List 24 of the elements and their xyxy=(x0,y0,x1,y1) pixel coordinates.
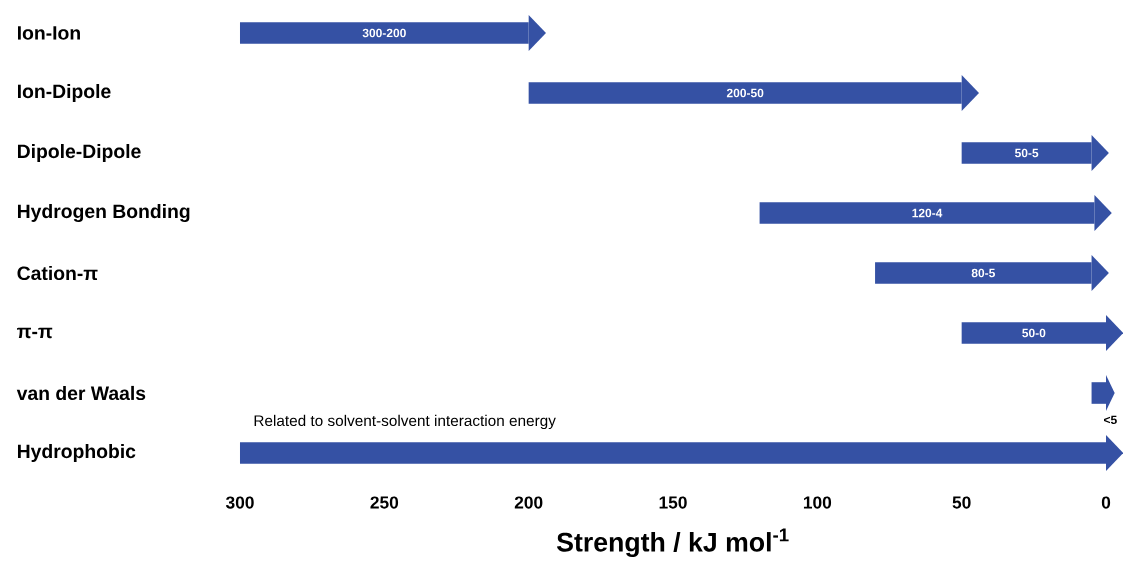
y-tick-label: Hydrophobic xyxy=(18,444,136,463)
x-tick-label: 100 xyxy=(803,496,832,509)
x-tick-label: 50 xyxy=(952,496,971,509)
y-tick-label: Ion-Dipole xyxy=(18,84,111,103)
y-tick-label: Hydrogen Bonding xyxy=(18,203,190,223)
data-label: 50-0 xyxy=(1022,328,1046,338)
y-tick-label: Dipole-Dipole xyxy=(18,144,141,163)
x-tick-label: 250 xyxy=(370,496,399,509)
y-tick-label: π-π xyxy=(17,327,53,339)
data-label: 120-4 xyxy=(912,208,943,218)
data-label: 200-50 xyxy=(726,88,764,98)
data-label: 300-200 xyxy=(362,28,406,38)
y-tick-label: van der Waals xyxy=(16,385,146,401)
x-tick-label: 300 xyxy=(225,496,254,509)
annotation: Related to solvent-solvent interaction energy xyxy=(254,414,556,430)
y-tick-label: Cation-π xyxy=(17,265,98,281)
y-tick-label: Ion-Ion xyxy=(18,26,80,40)
data-label: <5 xyxy=(1104,415,1117,425)
x-tick-label: 150 xyxy=(659,496,687,509)
x-tick-label: 200 xyxy=(514,496,543,509)
x-axis-title: Strength / kJ mol$^{-1}$ xyxy=(556,528,789,558)
x-tick-label: 0 xyxy=(1101,496,1111,509)
data-label: 80-5 xyxy=(971,268,995,278)
data-label: 50-5 xyxy=(1014,148,1039,158)
